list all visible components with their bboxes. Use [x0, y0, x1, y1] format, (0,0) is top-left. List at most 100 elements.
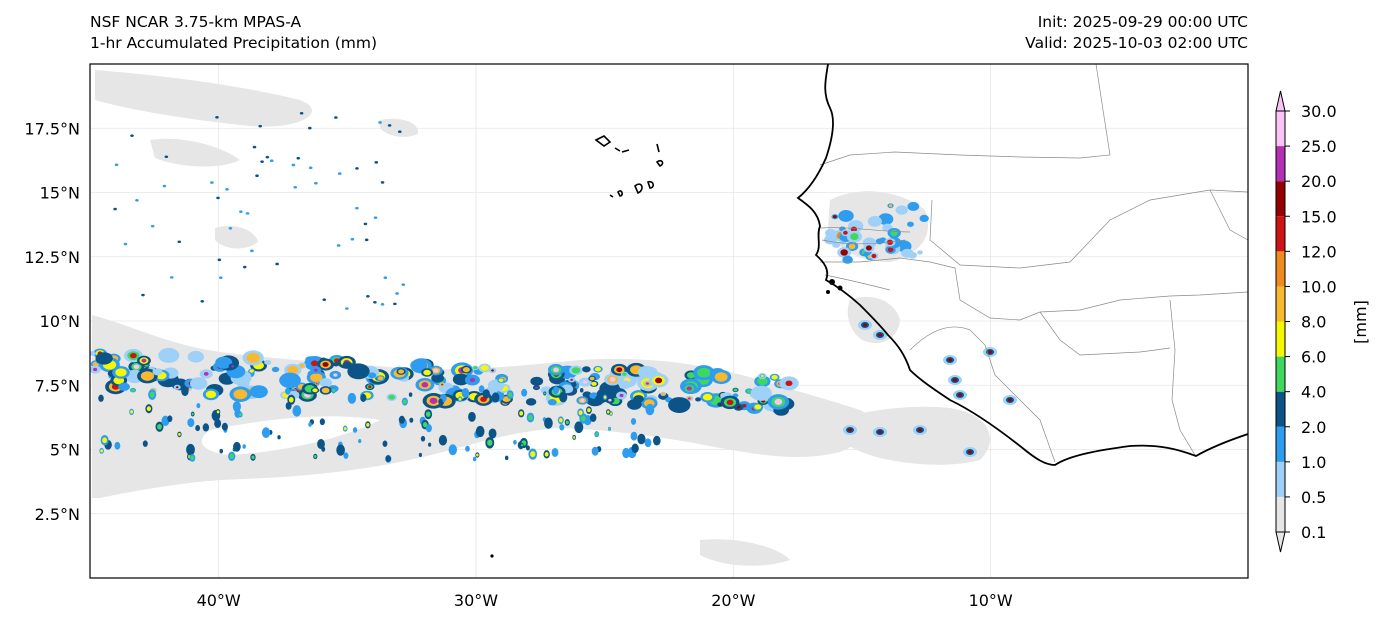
precip-cell	[571, 367, 581, 374]
precip-cell	[135, 199, 139, 202]
precip-cell	[757, 377, 768, 386]
precip-cell	[530, 451, 536, 458]
precip-cell	[319, 418, 325, 426]
colorbar-segment	[1276, 496, 1285, 532]
island-dot	[826, 290, 830, 294]
colorbar-ticks: 0.1 0.5 1.0 2.0 4.0 6.0 8.0 10.0 12.0 15.0 20.0 25.…	[1285, 102, 1337, 542]
precip-cell	[333, 373, 338, 377]
light-precip-coast	[830, 406, 990, 465]
precip-cell	[871, 253, 877, 259]
precip-cell	[343, 452, 349, 459]
lat-tick-label: 5°N	[50, 441, 80, 460]
island-dot	[829, 279, 835, 285]
precip-cell	[606, 410, 610, 414]
precip-cell	[360, 393, 367, 402]
island-boa-vista	[655, 159, 664, 167]
precip-cell	[291, 163, 296, 167]
precip-cell	[368, 385, 372, 389]
border-mauritania-north	[819, 64, 1111, 166]
precip-cell	[714, 372, 728, 382]
precip-cell	[487, 439, 493, 446]
precip-cell	[535, 386, 538, 389]
precip-cell	[191, 412, 194, 416]
precip-cell	[255, 174, 259, 178]
precip-cell	[733, 388, 738, 392]
precip-cell	[352, 427, 358, 433]
lon-tick-label: 20°W	[711, 591, 755, 610]
precip-cell	[285, 387, 291, 395]
precip-cell	[217, 258, 222, 262]
precip-cell	[409, 417, 414, 423]
precip-cell	[141, 358, 147, 363]
precip-cell	[878, 430, 882, 434]
precip-cell	[644, 438, 652, 448]
precip-cell	[203, 372, 209, 376]
precip-cell	[130, 388, 135, 392]
latitude-axis: 17.5°N 15°N 12.5°N 10°N 7.5°N 5°N 2.5°N	[24, 119, 80, 524]
precip-cell	[215, 356, 233, 369]
precip-cell	[296, 156, 301, 160]
precip-cell	[888, 204, 893, 208]
precip-cell	[189, 377, 208, 390]
lon-tick-label: 10°W	[969, 591, 1013, 610]
precip-cell	[175, 386, 179, 389]
precip-cell	[249, 369, 254, 373]
precip-cell	[187, 350, 204, 363]
island-sal	[656, 143, 660, 153]
precip-cell	[473, 366, 478, 370]
precip-cell	[878, 213, 894, 225]
precip-cell	[525, 445, 530, 451]
precip-cell	[843, 230, 848, 235]
precip-cell	[491, 369, 494, 372]
precip-cell	[608, 398, 612, 402]
precip-cell	[622, 372, 627, 376]
colorbar-tick-label: 8.0	[1301, 313, 1326, 332]
precip-cell	[498, 378, 504, 382]
precip-cell	[603, 395, 607, 399]
precip-cell	[233, 389, 248, 400]
colorbar-segment	[1276, 391, 1285, 427]
precip-cell	[98, 394, 104, 402]
precip-cell	[580, 415, 586, 422]
precip-cell	[215, 116, 219, 119]
precip-cell	[364, 238, 369, 242]
border-liberia-ivory-coast	[984, 344, 1056, 463]
precip-cell	[347, 363, 370, 380]
precip-cell	[141, 293, 145, 297]
precip-cell	[385, 455, 391, 462]
precip-cell	[250, 249, 254, 253]
precip-cell	[1008, 398, 1012, 402]
border-guinea-sierra-leone	[909, 326, 986, 351]
island-maio	[646, 180, 654, 189]
island-fogo	[617, 190, 623, 197]
precip-cell	[308, 126, 312, 130]
precip-cell	[488, 428, 497, 439]
precip-cell	[619, 393, 624, 398]
precip-cell	[958, 393, 962, 397]
precip-cell	[275, 262, 279, 266]
map-frame	[89, 63, 1249, 579]
border-guinea-mali	[954, 267, 1041, 321]
precip-cell	[358, 438, 362, 444]
precip-cell	[336, 244, 341, 247]
precip-cell	[582, 391, 592, 398]
precip-cell	[130, 134, 134, 137]
precip-cell	[118, 382, 130, 391]
precip-cell	[661, 392, 666, 396]
precip-cell	[169, 276, 174, 279]
border-mali-mauritania	[929, 189, 1248, 269]
precip-cell	[544, 417, 553, 429]
colorbar-segment	[1276, 286, 1285, 322]
precip-cell	[374, 161, 379, 164]
coastline	[796, 64, 1248, 466]
precip-cell	[332, 362, 339, 367]
precip-cell	[589, 376, 595, 381]
precip-cell	[363, 222, 368, 226]
precip-cell	[438, 398, 443, 405]
precip-cell	[469, 377, 476, 383]
field-title: 1-hr Accumulated Precipitation (mm)	[90, 34, 377, 52]
precip-cell	[387, 124, 392, 127]
precip-cell	[218, 276, 223, 279]
precip-cell	[102, 437, 108, 444]
precip-cell	[216, 196, 220, 200]
